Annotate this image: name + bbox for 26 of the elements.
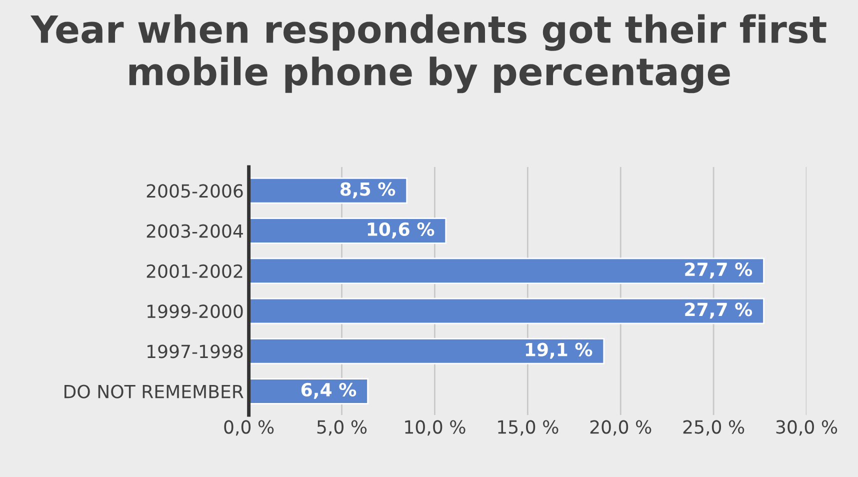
bar xyxy=(248,258,764,284)
y-tick-label: 2001-2002 xyxy=(146,264,242,278)
x-tick-label: 10,0 % xyxy=(405,420,466,436)
data-label: 27,7 % xyxy=(685,302,752,319)
data-label: 10,6 % xyxy=(368,222,434,238)
x-tick-label: 20,0 % xyxy=(590,420,652,436)
chart-title: Year when respondents got their first mobile phone by percentage xyxy=(30,14,826,94)
y-tick-label: 1999-2000 xyxy=(148,304,243,318)
bar xyxy=(248,178,408,204)
x-tick-label: 15,0 % xyxy=(498,420,558,436)
bar xyxy=(248,338,605,364)
data-label: 19,1 % xyxy=(526,342,592,359)
data-label: 27,7 % xyxy=(685,262,752,278)
y-tick-label: 2005-2006 xyxy=(146,184,243,198)
y-tick-label: DO NOT REMEMBER xyxy=(64,384,244,398)
data-label: 8,5 % xyxy=(340,182,396,198)
y-tick-label: 2003-2004 xyxy=(146,224,243,238)
x-tick-label: 5,0 % xyxy=(317,420,367,436)
bar xyxy=(248,298,764,324)
bar xyxy=(248,378,368,404)
x-tick-label: 25,0 % xyxy=(683,420,744,436)
x-tick-label: 0,0 % xyxy=(224,420,274,436)
x-tick-label: 30,0 % xyxy=(776,420,838,436)
bar xyxy=(248,218,447,244)
y-tick-label: 1997-1998 xyxy=(148,344,243,358)
data-label: 6,4 % xyxy=(301,382,356,399)
